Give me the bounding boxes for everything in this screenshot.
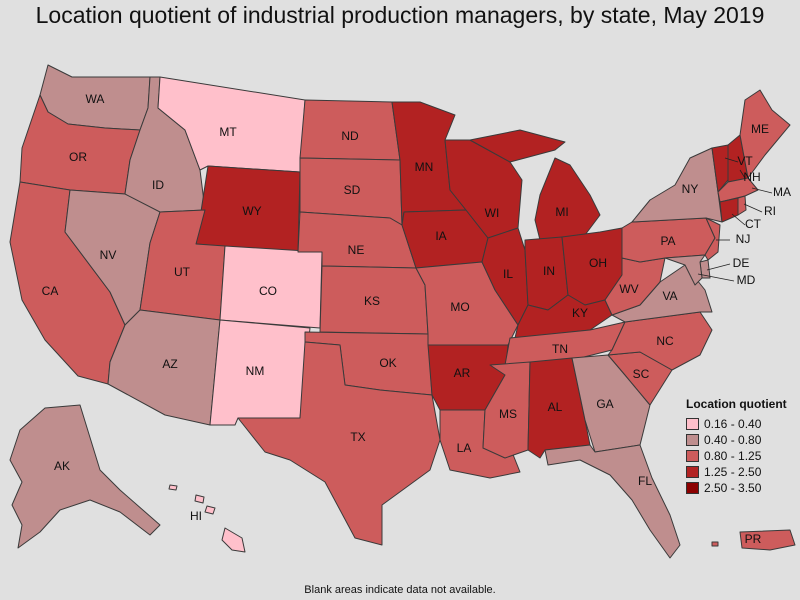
state-TX[interactable] xyxy=(237,341,441,546)
state-label-MN: MN xyxy=(415,160,434,174)
state-label-IN: IN xyxy=(543,264,555,278)
state-NY[interactable] xyxy=(631,147,723,223)
legend-swatch xyxy=(686,450,699,462)
state-MI[interactable] xyxy=(469,129,601,241)
state-label-HI: HI xyxy=(190,509,202,523)
legend-item: 0.80 - 1.25 xyxy=(686,448,796,464)
legend-swatch xyxy=(686,418,699,430)
state-label-TX: TX xyxy=(350,430,365,444)
state-label-RI: RI xyxy=(764,204,776,218)
map-title: Location quotient of industrial producti… xyxy=(35,2,765,28)
legend-swatch xyxy=(686,482,699,494)
state-label-MT: MT xyxy=(219,125,237,139)
state-MD[interactable] xyxy=(664,254,706,286)
state-label-CO: CO xyxy=(259,284,277,298)
leader-MA xyxy=(751,187,773,194)
legend-swatch xyxy=(686,466,699,478)
state-PR[interactable] xyxy=(711,529,796,551)
state-label-MS: MS xyxy=(499,407,517,421)
state-label-NC: NC xyxy=(656,334,674,348)
state-label-SC: SC xyxy=(633,367,650,381)
state-label-PR: PR xyxy=(745,532,762,546)
state-label-NY: NY xyxy=(682,182,699,196)
state-label-NM: NM xyxy=(246,364,265,378)
leader-NH xyxy=(739,169,746,179)
state-label-GA: GA xyxy=(596,397,613,411)
state-HI[interactable] xyxy=(168,484,246,553)
state-label-ND: ND xyxy=(341,129,359,143)
state-label-NV: NV xyxy=(100,248,117,262)
state-label-DE: DE xyxy=(733,256,750,270)
state-label-VT: VT xyxy=(737,154,753,168)
map-legend: Location quotient 0.16 - 0.40 0.40 - 0.8… xyxy=(686,397,796,496)
leader-VT xyxy=(724,157,739,163)
state-label-PA: PA xyxy=(660,234,675,248)
leader-CT xyxy=(731,213,746,226)
state-label-ID: ID xyxy=(152,178,164,192)
state-label-VA: VA xyxy=(662,289,677,303)
state-label-WY: WY xyxy=(242,204,261,218)
state-label-OH: OH xyxy=(589,256,607,270)
state-label-FL: FL xyxy=(638,474,652,488)
state-label-AL: AL xyxy=(548,400,563,414)
state-label-OK: OK xyxy=(379,356,396,370)
legend-label: 0.80 - 1.25 xyxy=(704,449,762,463)
legend-label: 0.40 - 0.80 xyxy=(704,433,762,447)
state-label-NE: NE xyxy=(348,243,365,257)
legend-label: 2.50 - 3.50 xyxy=(704,481,762,495)
state-label-WI: WI xyxy=(485,206,500,220)
state-label-MD: MD xyxy=(737,273,756,287)
legend-swatch xyxy=(686,434,699,446)
state-CT[interactable] xyxy=(719,197,739,223)
state-RI[interactable] xyxy=(737,195,747,216)
legend-item: 1.25 - 2.50 xyxy=(686,464,796,480)
leader-MD xyxy=(697,273,735,282)
legend-label: 1.25 - 2.50 xyxy=(704,465,762,479)
state-label-NJ: NJ xyxy=(736,232,751,246)
state-FL[interactable] xyxy=(544,444,681,559)
state-AK[interactable] xyxy=(9,404,161,549)
footnote: Blank areas indicate data not available. xyxy=(304,584,496,596)
leader-DE xyxy=(706,263,731,271)
state-label-LA: LA xyxy=(457,441,472,455)
state-label-CA: CA xyxy=(42,284,59,298)
state-label-SD: SD xyxy=(344,183,361,197)
state-label-IL: IL xyxy=(503,267,513,281)
state-label-MA: MA xyxy=(773,185,791,199)
state-label-WA: WA xyxy=(86,92,105,106)
leader-RI xyxy=(743,203,763,213)
state-label-AZ: AZ xyxy=(162,357,177,371)
legend-item: 0.16 - 0.40 xyxy=(686,416,796,432)
state-label-MI: MI xyxy=(555,205,568,219)
state-label-KY: KY xyxy=(572,306,588,320)
state-label-TN: TN xyxy=(552,342,568,356)
legend-item: 0.40 - 0.80 xyxy=(686,432,796,448)
state-label-ME: ME xyxy=(751,122,769,136)
legend-title: Location quotient xyxy=(686,397,787,411)
state-label-IA: IA xyxy=(435,229,446,243)
state-label-CT: CT xyxy=(745,217,762,231)
legend-item: 2.50 - 3.50 xyxy=(686,480,796,496)
state-label-WV: WV xyxy=(619,282,638,296)
state-label-OR: OR xyxy=(69,150,87,164)
state-label-NH: NH xyxy=(743,170,760,184)
state-label-AK: AK xyxy=(54,459,70,473)
state-label-KS: KS xyxy=(364,294,380,308)
state-ME[interactable] xyxy=(739,89,791,179)
state-label-MO: MO xyxy=(450,300,469,314)
legend-label: 0.16 - 0.40 xyxy=(704,417,762,431)
state-label-AR: AR xyxy=(454,366,471,380)
state-label-UT: UT xyxy=(174,265,191,279)
